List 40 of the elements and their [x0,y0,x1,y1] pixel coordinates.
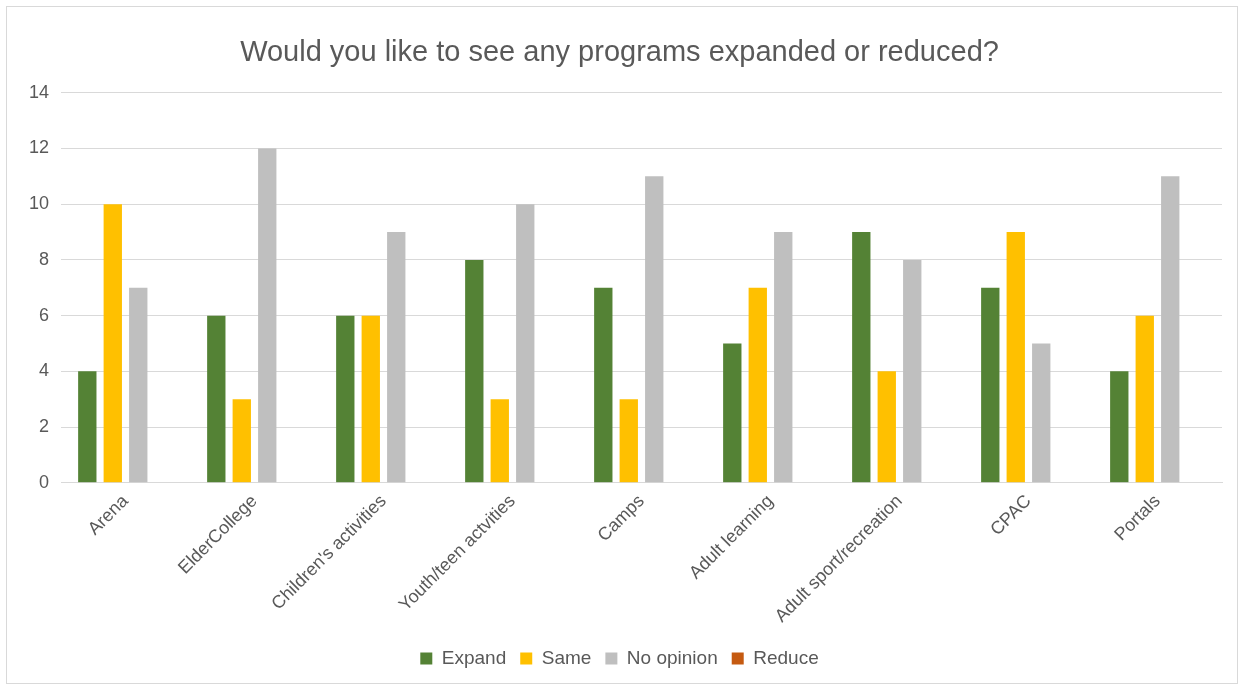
bar [645,176,664,483]
bar [1135,315,1154,483]
bar [361,315,380,483]
bar [723,343,742,483]
legend-label: Reduce [753,646,819,668]
bar [619,399,638,483]
bar [232,399,251,483]
y-tick-label: 8 [39,248,50,269]
legend-label: No opinion [626,646,718,668]
bar [336,315,355,483]
y-tick-label: 14 [28,81,50,102]
bar [78,371,97,483]
legend-label: Same [541,646,592,668]
chart-title: Would you like to see any programs expanded or reduced? [240,35,999,68]
y-tick-label: 6 [39,304,50,325]
bar [748,287,767,483]
bar [774,232,793,483]
y-tick-label: 2 [39,416,50,437]
bar [877,371,896,483]
bar [1110,371,1129,483]
bar [981,287,1000,483]
bar [516,204,535,483]
bar [1161,176,1180,483]
bar [852,232,871,483]
bar [594,287,613,483]
bar [387,232,406,483]
bar [1032,343,1051,483]
bar [103,204,122,483]
y-tick-label: 0 [39,471,50,492]
bar [129,287,148,483]
bar [207,315,226,483]
bar [490,399,509,483]
y-tick-label: 4 [39,360,50,381]
bar [1006,232,1025,483]
y-tick-label: 10 [28,193,50,214]
y-tick-label: 12 [28,137,50,158]
legend-label: Expand [441,646,507,668]
bar [258,148,277,483]
bar [465,259,484,483]
bar [903,259,922,483]
